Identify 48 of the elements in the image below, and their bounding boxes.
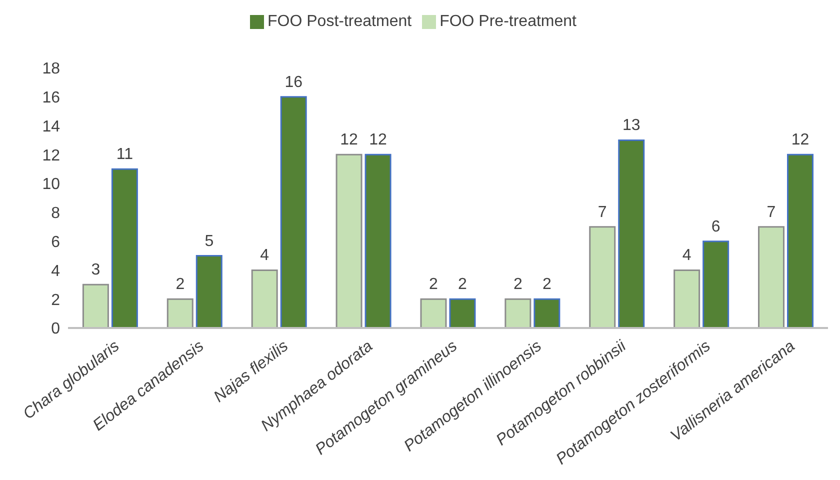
data-label: 7 <box>598 204 607 221</box>
y-tick-label: 2 <box>51 292 60 309</box>
data-label: 11 <box>116 146 134 164</box>
data-label: 2 <box>429 276 438 294</box>
y-tick-label: 14 <box>42 118 60 136</box>
bar <box>364 154 392 328</box>
bar <box>618 139 645 328</box>
data-label: 2 <box>458 276 468 294</box>
data-label: 16 <box>284 74 303 91</box>
y-tick-label: 6 <box>51 234 60 252</box>
bar <box>166 298 194 328</box>
legend-label: FOO Pre-treatment <box>440 13 576 30</box>
y-tick-label: 4 <box>51 262 60 280</box>
data-label: 2 <box>542 276 552 294</box>
data-label: 7 <box>766 204 776 221</box>
bar <box>280 96 307 328</box>
bar <box>196 255 222 328</box>
bar <box>449 298 476 328</box>
data-label: 2 <box>513 276 522 294</box>
data-label: 12 <box>791 132 810 149</box>
bar <box>787 154 814 328</box>
data-label: 13 <box>622 117 640 134</box>
bar <box>674 269 700 328</box>
y-tick-label: 12 <box>42 147 60 164</box>
bar <box>111 168 138 328</box>
bar <box>534 298 560 328</box>
y-tick-label: 18 <box>42 60 60 78</box>
bar <box>758 226 785 328</box>
data-label: 6 <box>711 218 720 236</box>
y-tick-label: 8 <box>51 205 60 222</box>
data-label: 12 <box>369 132 388 149</box>
bar <box>702 240 730 328</box>
bar <box>420 298 447 328</box>
bar <box>251 269 278 328</box>
y-tick-label: 16 <box>42 90 60 107</box>
data-label: 2 <box>176 276 185 294</box>
bar <box>504 298 532 328</box>
data-label: 12 <box>340 132 358 149</box>
y-tick-label: 0 <box>51 320 60 338</box>
data-label: 4 <box>260 247 270 264</box>
bar <box>589 226 616 328</box>
y-tick-label: 10 <box>42 176 60 194</box>
bar <box>82 284 109 328</box>
bar <box>336 154 362 328</box>
data-label: 5 <box>204 232 214 250</box>
legend-label: FOO Post-treatment <box>268 13 412 30</box>
data-label: 4 <box>682 247 692 264</box>
data-label: 3 <box>91 262 100 279</box>
